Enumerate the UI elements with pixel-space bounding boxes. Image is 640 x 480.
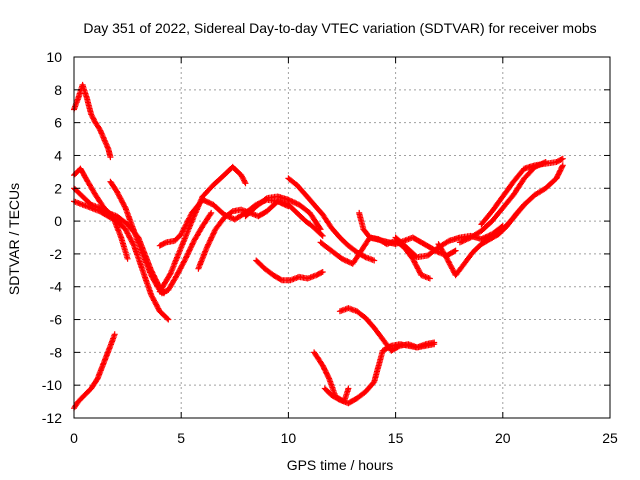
- x-axis-title: GPS time / hours: [287, 457, 394, 473]
- y-axis-title: SDTVAR / TECUs: [6, 183, 22, 295]
- data-point-markers: [499, 162, 566, 233]
- y-tick-label: 0: [54, 213, 62, 229]
- data-series: [336, 305, 438, 354]
- data-point-markers: [242, 193, 324, 233]
- data-series: [478, 155, 566, 228]
- y-tick-label: -8: [50, 344, 63, 360]
- data-point-markers: [336, 305, 438, 354]
- data-point-markers: [285, 175, 378, 264]
- y-tick-label: -2: [50, 246, 63, 262]
- x-tick-label: 0: [70, 430, 78, 446]
- data-series: [71, 81, 114, 161]
- y-tick-label: 2: [54, 180, 62, 196]
- data-point-markers: [195, 198, 326, 272]
- data-series: [195, 198, 326, 272]
- data-points: [71, 81, 566, 412]
- x-tick-label: 20: [495, 430, 511, 446]
- data-series: [253, 257, 326, 284]
- axis-ticks: 0 5 10 15 20 25 -12 -10 -8 -6 -4 -2 0 2 4 6 8 10: [42, 49, 618, 446]
- x-tick-label: 10: [281, 430, 297, 446]
- y-tick-label: 8: [54, 82, 62, 98]
- y-tick-label: -6: [50, 312, 63, 328]
- x-tick-label: 15: [388, 430, 404, 446]
- data-point-markers: [71, 331, 118, 412]
- data-series: [285, 175, 378, 264]
- y-tick-label: -10: [42, 377, 62, 393]
- y-tick-label: -4: [50, 279, 63, 295]
- data-series: [71, 331, 118, 412]
- y-tick-label: 6: [54, 115, 62, 131]
- chart-title: Day 351 of 2022, Sidereal Day-to-day VTE…: [83, 20, 596, 36]
- y-tick-label: 4: [54, 147, 62, 163]
- data-series: [499, 162, 566, 233]
- data-point-markers: [478, 155, 566, 228]
- data-point-markers: [71, 81, 114, 161]
- grid: [74, 57, 610, 418]
- x-tick-label: 5: [177, 430, 185, 446]
- y-tick-label: 10: [46, 49, 62, 65]
- plot-frame: [73, 56, 611, 419]
- data-series: [242, 193, 324, 233]
- data-point-markers: [253, 257, 326, 284]
- y-tick-label: -12: [42, 410, 62, 426]
- x-tick-label: 25: [602, 430, 618, 446]
